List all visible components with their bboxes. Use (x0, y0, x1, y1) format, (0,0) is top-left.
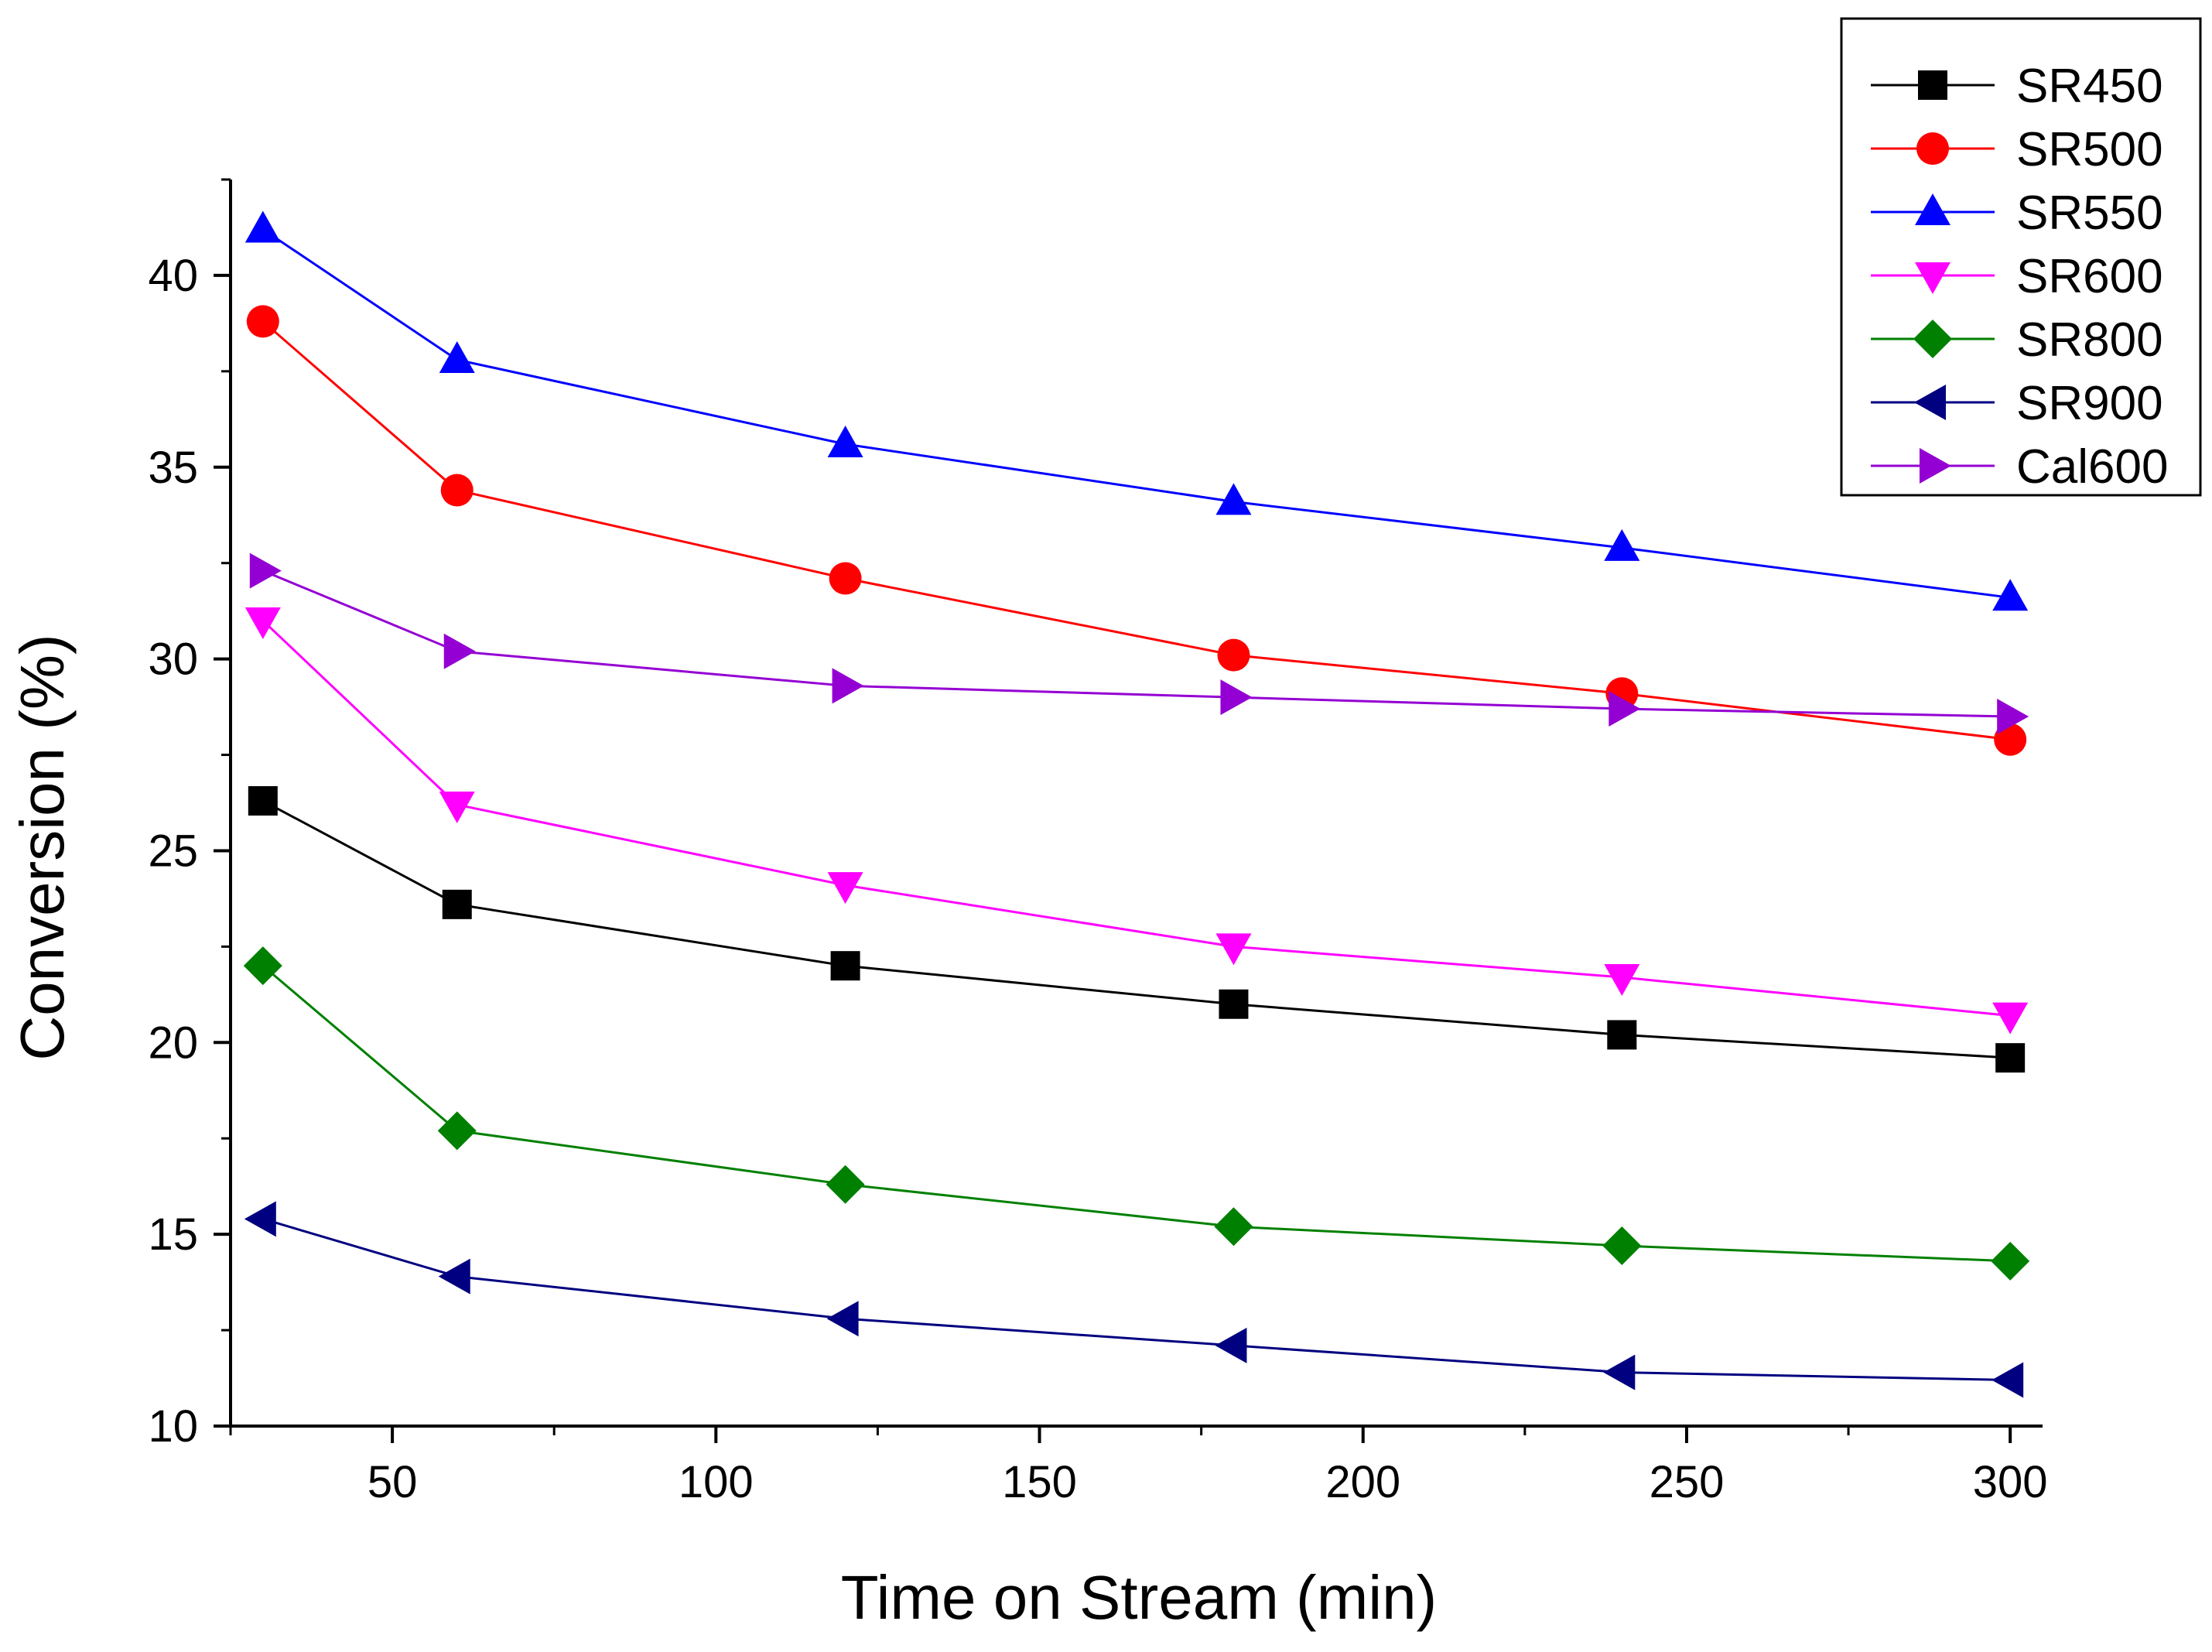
series-sr450 (248, 786, 2026, 1073)
data-point-sr450 (442, 889, 472, 919)
x-tick-label: 250 (1650, 1457, 1725, 1507)
legend-entry-sr500: SR500 (1871, 123, 2163, 176)
legend-marker (1920, 448, 1951, 484)
legend-label: SR600 (2016, 250, 2163, 303)
series-sr900 (244, 1201, 2024, 1398)
y-tick-label: 15 (148, 1209, 198, 1260)
data-point-sr550 (827, 426, 863, 458)
legend-marker (1914, 385, 1946, 420)
legend-entry-sr600: SR600 (1871, 250, 2163, 303)
data-point-sr550 (1604, 528, 1640, 561)
x-axis-ticks: 50 100 150 200 250 300 (229, 1426, 2048, 1507)
legend-label: SR500 (2016, 123, 2163, 176)
data-point-cal600 (443, 633, 476, 669)
data-point-cal600 (1609, 691, 1641, 727)
data-point-sr800 (243, 946, 282, 986)
legend-marker (1916, 132, 1949, 165)
y-tick-label: 30 (148, 634, 198, 685)
data-point-sr800 (1214, 1207, 1253, 1247)
data-point-sr450 (1219, 989, 1249, 1019)
legend-label: Cal600 (2016, 440, 2168, 494)
series-sr550 (244, 210, 2029, 611)
data-point-sr500 (829, 562, 862, 595)
legend-entry-cal600: Cal600 (1871, 440, 2168, 494)
legend-label: SR800 (2016, 313, 2163, 367)
data-point-sr600 (827, 872, 863, 905)
data-point-sr900 (1603, 1354, 1636, 1390)
legend-label: SR900 (2016, 377, 2163, 430)
data-point-sr550 (1992, 579, 2029, 611)
data-point-sr450 (1607, 1020, 1637, 1050)
data-point-sr450 (248, 786, 278, 816)
x-tick-label: 150 (1002, 1457, 1077, 1507)
data-point-cal600 (249, 552, 282, 589)
x-tick-label: 100 (679, 1457, 754, 1507)
data-point-sr800 (1602, 1226, 1642, 1266)
data-point-sr800 (437, 1111, 477, 1151)
legend-marker (1913, 320, 1952, 358)
data-point-cal600 (832, 668, 864, 704)
data-point-sr900 (1991, 1362, 2024, 1398)
data-point-sr500 (1217, 638, 1250, 672)
y-tick-label: 40 (148, 251, 198, 301)
series-layer (243, 210, 2030, 1398)
data-point-sr450 (830, 951, 860, 981)
y-tick-label: 25 (148, 826, 198, 876)
data-point-cal600 (1220, 679, 1253, 716)
axes (229, 180, 2043, 1428)
x-axis-title: Time on Stream (min) (841, 1563, 1438, 1632)
data-point-sr450 (1995, 1043, 2026, 1073)
y-tick-label: 35 (148, 443, 198, 493)
legend-label: SR450 (2016, 60, 2163, 113)
series-cal600 (249, 552, 2029, 734)
data-point-sr900 (438, 1258, 470, 1295)
x-tick-label: 300 (1973, 1457, 2048, 1507)
data-point-sr600 (1604, 964, 1640, 997)
data-point-sr900 (1215, 1327, 1247, 1363)
legend-entry-sr550: SR550 (1871, 186, 2163, 240)
y-axis-title: Conversion (%) (8, 634, 77, 1060)
x-tick-label: 50 (368, 1457, 418, 1507)
data-point-sr500 (246, 305, 279, 338)
y-tick-label: 10 (148, 1401, 198, 1452)
series-line-sr450 (262, 799, 2011, 1059)
data-point-sr600 (244, 607, 281, 640)
x-tick-label: 200 (1325, 1457, 1400, 1507)
y-axis-ticks: 10 15 20 25 30 35 40 (148, 178, 231, 1452)
data-point-sr800 (826, 1165, 865, 1204)
data-point-sr900 (826, 1301, 859, 1337)
series-line-cal600 (262, 569, 2011, 718)
data-point-sr550 (244, 210, 281, 243)
legend-box (1840, 17, 2202, 497)
data-point-cal600 (1997, 698, 2029, 734)
legend: SR450 SR500 SR550 SR600 SR800 SR900 Cal600 (1840, 17, 2202, 497)
legend-entry-sr450: SR450 (1871, 60, 2163, 113)
series-line-sr800 (262, 965, 2011, 1263)
legend-entry-sr900: SR900 (1871, 377, 2163, 430)
legend-marker (1915, 262, 1950, 294)
data-point-sr600 (1992, 1002, 2029, 1035)
series-line-sr550 (262, 228, 2011, 599)
data-point-sr550 (439, 340, 475, 373)
legend-marker (1915, 193, 1950, 225)
series-line-sr500 (262, 320, 2011, 741)
data-point-sr550 (1215, 483, 1252, 515)
series-line-sr900 (262, 1217, 2011, 1382)
data-point-sr900 (244, 1201, 276, 1237)
data-point-sr800 (1991, 1241, 2030, 1281)
series-sr800 (243, 946, 2030, 1281)
legend-marker (1918, 70, 1947, 100)
series-line-sr600 (262, 619, 2011, 1018)
legend-entry-sr800: SR800 (1871, 313, 2163, 367)
data-point-sr600 (439, 791, 475, 823)
legend-label: SR550 (2016, 186, 2163, 240)
data-point-sr500 (440, 474, 474, 507)
data-point-sr600 (1215, 933, 1252, 966)
legend-entries: SR450 SR500 SR550 SR600 SR800 SR900 Cal600 (1871, 60, 2168, 494)
y-tick-label: 20 (148, 1018, 198, 1068)
series-sr600 (244, 607, 2029, 1035)
